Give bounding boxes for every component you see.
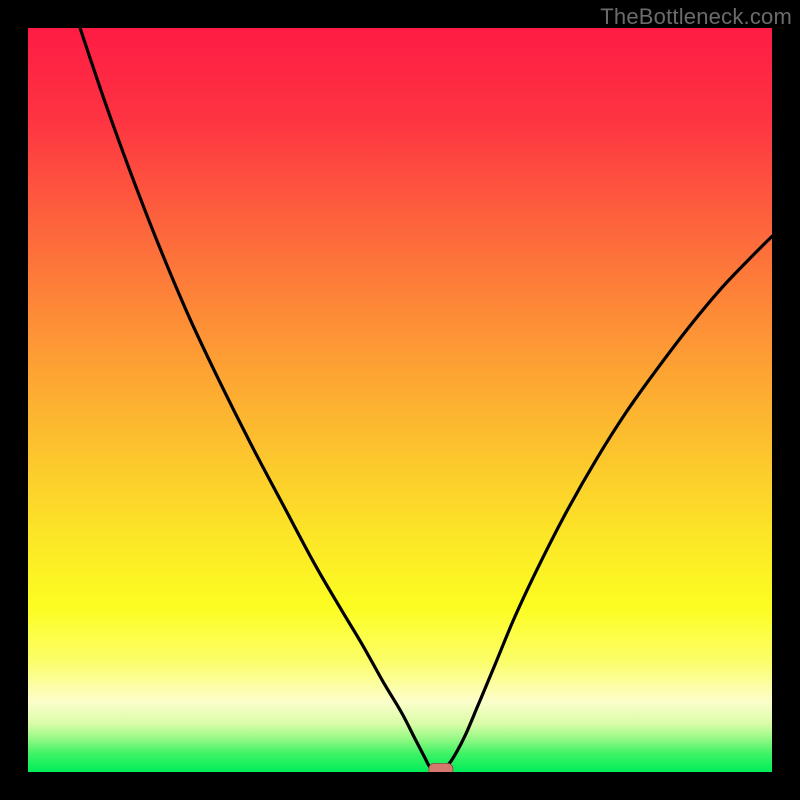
chart-gradient-background <box>28 28 772 772</box>
chart-canvas: TheBottleneck.com <box>0 0 800 800</box>
bottleneck-chart-svg <box>0 0 800 800</box>
watermark-text: TheBottleneck.com <box>600 4 792 30</box>
